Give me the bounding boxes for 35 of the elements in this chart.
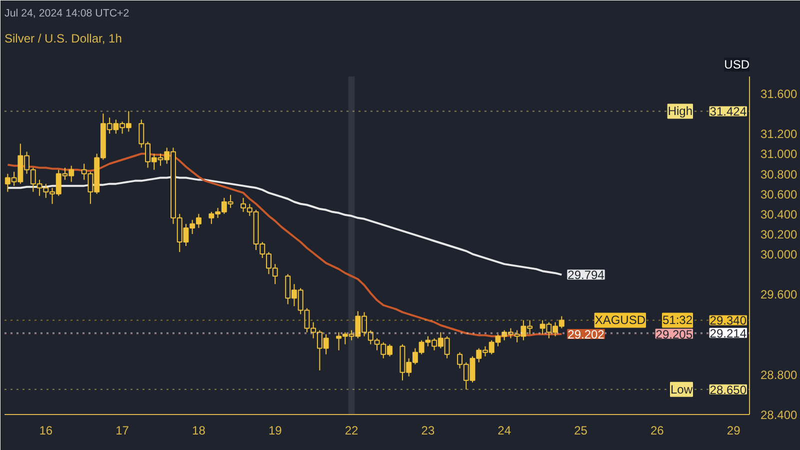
x-tick-label: 22 — [344, 424, 359, 438]
ref-line-label: 28.650 — [710, 382, 747, 397]
ref-line-label: 29.214 — [710, 326, 747, 340]
x-tick-label: 18 — [192, 424, 206, 438]
y-tick-label: 29.600 — [760, 288, 798, 302]
x-tick-label: 19 — [268, 424, 282, 438]
ref-line-label: 31.424 — [710, 104, 747, 119]
y-tick-label: 30.400 — [760, 207, 798, 222]
annotation: Low — [670, 382, 693, 396]
y-tick-label: 30.600 — [760, 187, 798, 202]
y-tick-label: 30.000 — [760, 248, 798, 262]
x-tick-label: 24 — [498, 424, 512, 438]
chart-title: Silver / U.S. Dollar, 1h — [4, 32, 122, 46]
annotation: 51:32 — [662, 313, 693, 328]
x-tick-label: 16 — [39, 424, 53, 438]
annotation: XAGUSD — [594, 313, 646, 328]
x-tick-label: 17 — [116, 424, 130, 438]
x-tick-label: 25 — [574, 424, 588, 438]
data-label: 29.794 — [568, 268, 605, 282]
ref-line-label: 29.340 — [710, 314, 747, 328]
x-tick-label: 26 — [650, 424, 664, 438]
y-tick-label: 28.800 — [760, 368, 798, 382]
text: Jul 24, 2024 14:08 UTC+2 — [4, 8, 130, 20]
y-axis-title: USD — [724, 58, 750, 72]
x-tick-label: 23 — [421, 424, 435, 438]
data-label: 29.202 — [568, 328, 605, 342]
ref-line-label: 29.205 — [656, 327, 693, 342]
x-tick-label: 29 — [726, 424, 741, 438]
y-tick-label: 31.000 — [760, 147, 798, 162]
y-tick-label: 28.400 — [760, 408, 798, 422]
y-tick-label: 30.200 — [760, 227, 798, 242]
y-tick-label: 30.800 — [760, 167, 798, 182]
annotation: High — [668, 104, 693, 118]
y-tick-label: 31.600 — [760, 87, 798, 102]
y-tick-label: 31.200 — [760, 127, 798, 142]
